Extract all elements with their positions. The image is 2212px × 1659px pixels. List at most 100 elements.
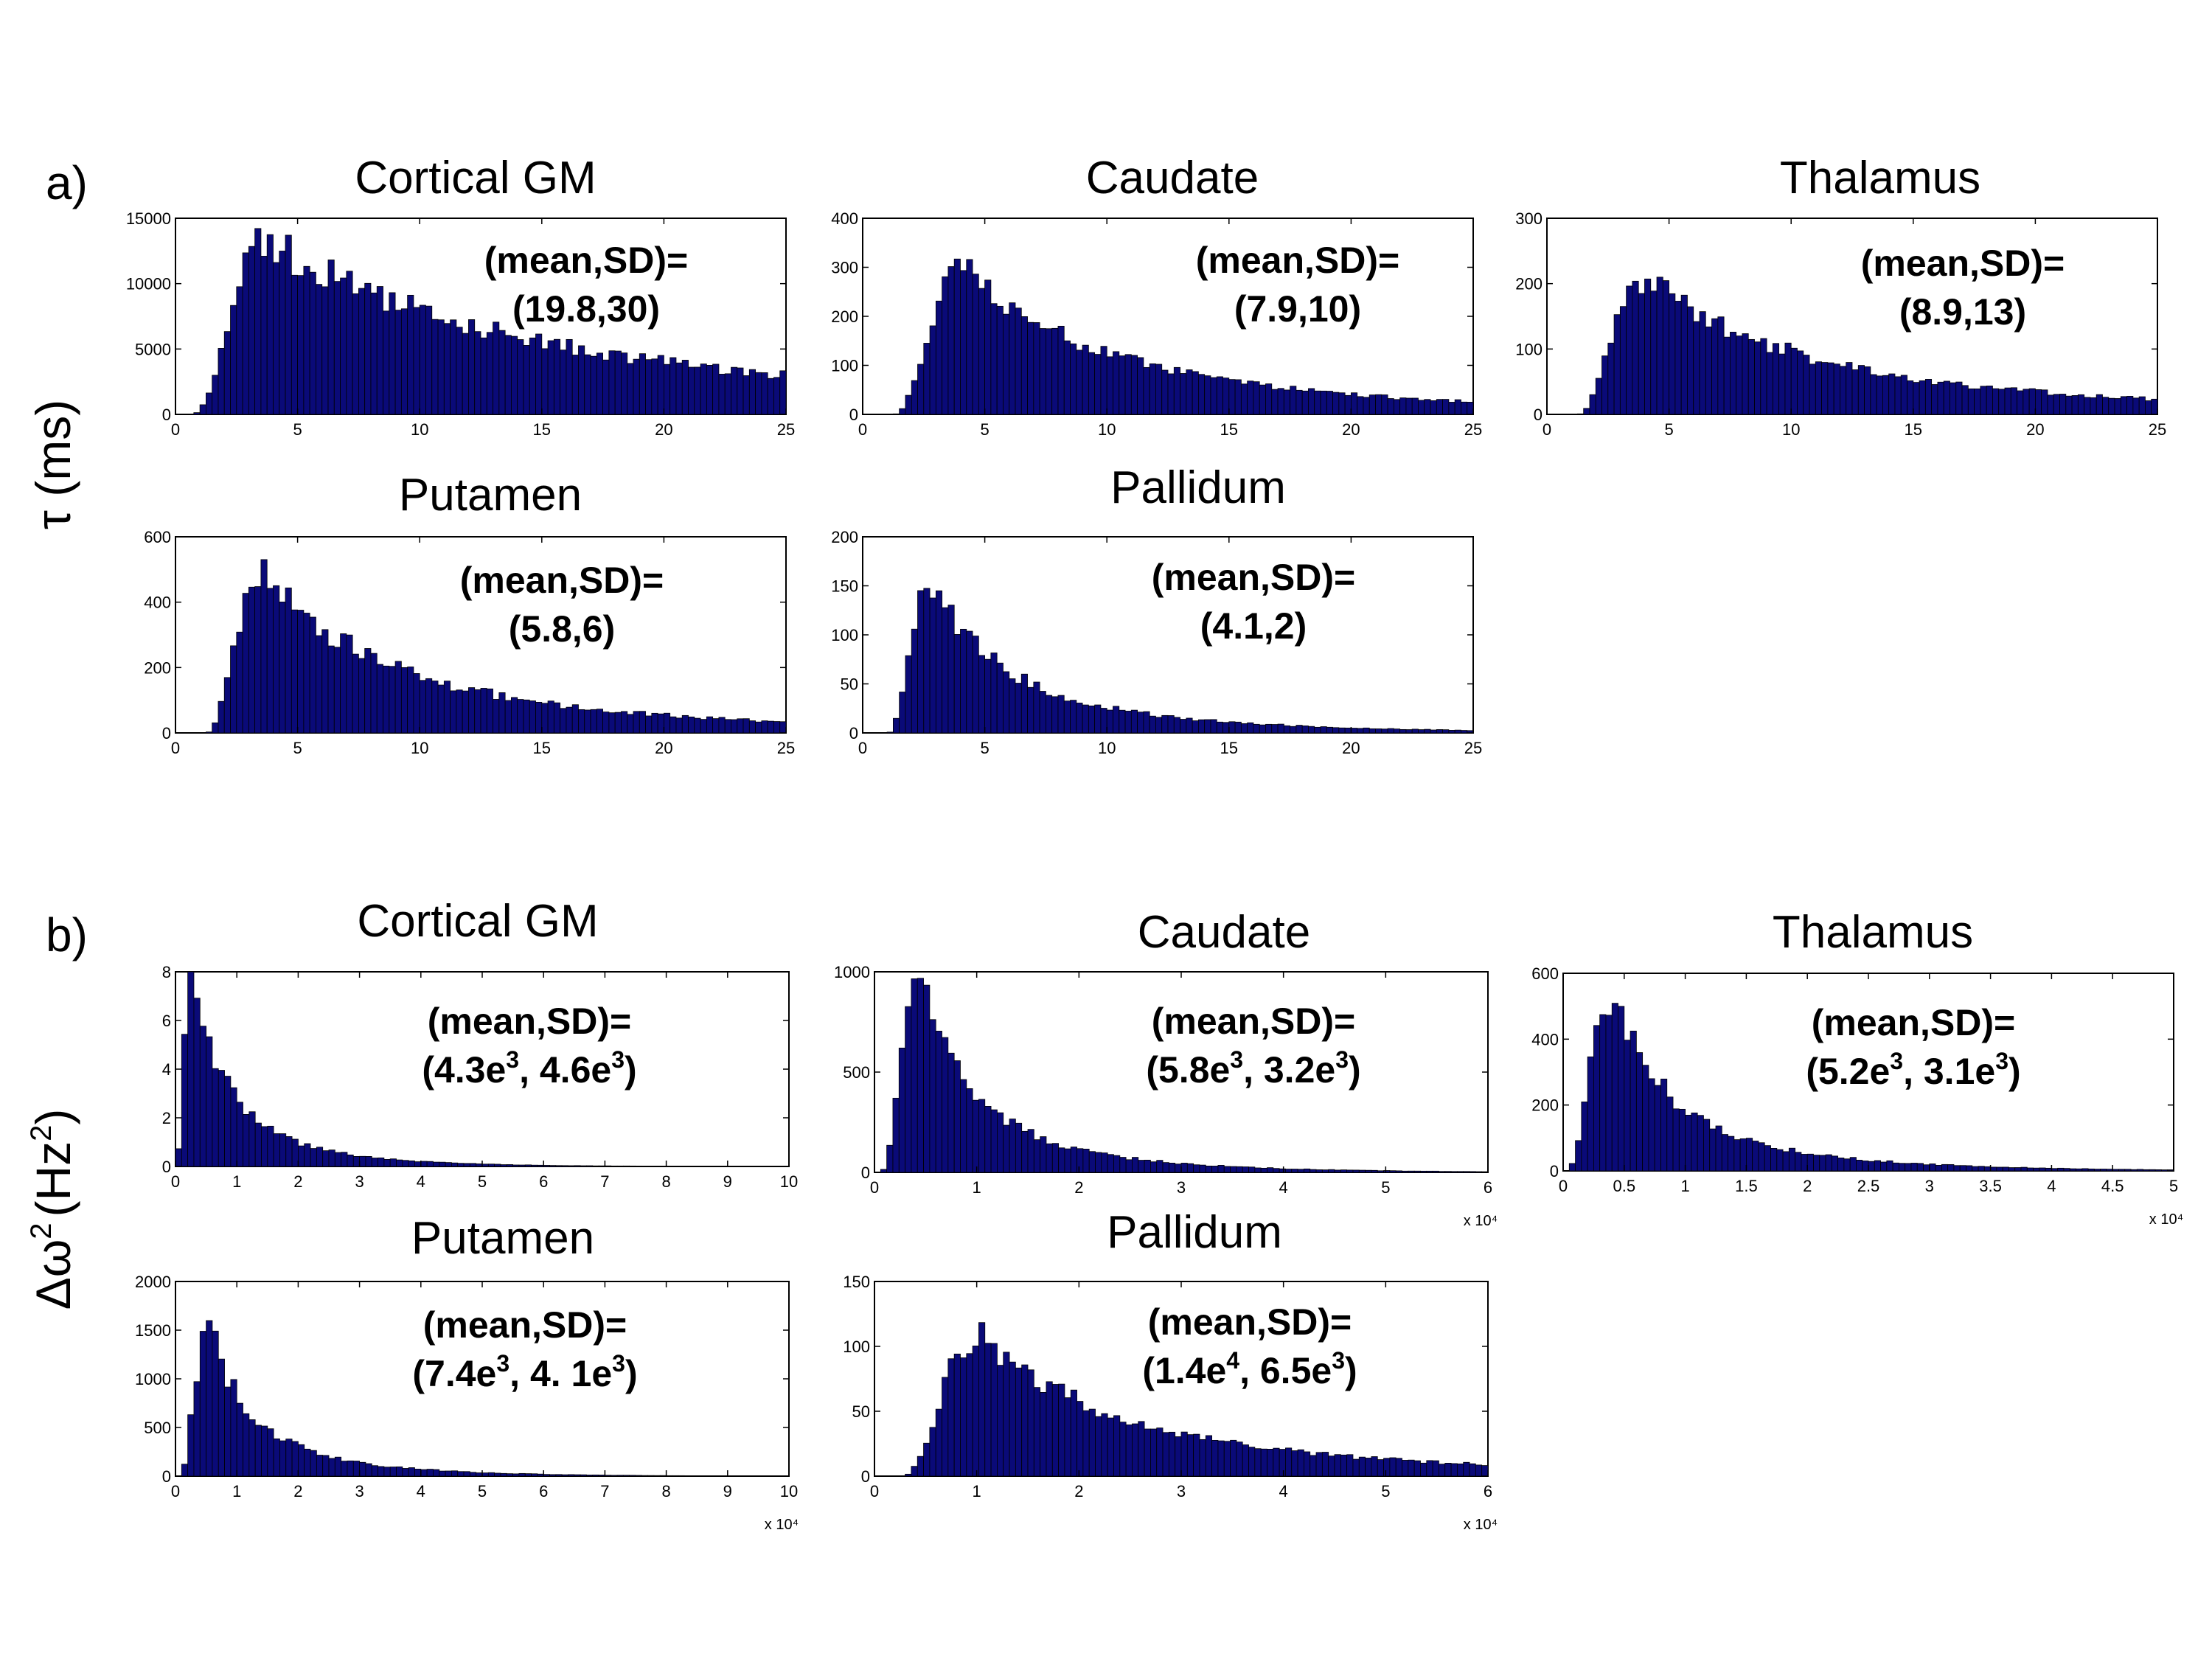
histogram-bar: [352, 653, 359, 734]
histogram-bar: [498, 330, 506, 415]
histogram-bar: [494, 1472, 501, 1477]
histogram-bar: [935, 1031, 942, 1173]
histogram-bar: [1715, 1125, 1722, 1172]
y-tick-label: 0: [162, 406, 171, 424]
y-tick-label: 50: [852, 1402, 870, 1421]
histogram-bar: [1685, 1114, 1692, 1172]
histogram-bar: [2014, 1167, 2022, 1172]
histogram-bar: [1717, 316, 1725, 415]
histogram-bar: [561, 1474, 568, 1477]
stats-annotation-line2: (5.8e3, 3.2e3): [1146, 1046, 1360, 1091]
histogram-bar: [322, 1150, 330, 1167]
histogram-bar: [724, 373, 731, 415]
histogram-bar: [394, 310, 402, 415]
histogram-bar: [1082, 1410, 1090, 1477]
histogram-bar: [1857, 365, 1865, 415]
histogram-bar: [1070, 343, 1077, 415]
histogram-bar: [580, 1474, 587, 1477]
histogram-bar: [524, 1473, 532, 1477]
histogram-bar: [1821, 362, 1829, 415]
histogram-bar: [1876, 375, 1883, 415]
histogram-bar: [1411, 728, 1419, 734]
stats-annotation-line1: (mean,SD)=: [1148, 1301, 1352, 1343]
histogram-bar: [590, 709, 597, 734]
histogram-bar: [690, 1475, 698, 1477]
histogram-bar: [445, 1470, 452, 1477]
histogram-bar: [1242, 1444, 1249, 1477]
histogram-bar: [1344, 727, 1352, 734]
histogram-bar: [560, 708, 567, 734]
subplot-title: Thalamus: [1780, 153, 1980, 204]
histogram-bar: [1328, 1169, 1335, 1173]
histogram-bar: [1351, 392, 1358, 415]
histogram-bar: [1430, 729, 1437, 734]
annotation-exponent: 3: [611, 1046, 625, 1073]
histogram-bar: [1253, 381, 1260, 415]
histogram-bar: [2039, 1167, 2046, 1172]
histogram-bar: [1611, 1003, 1618, 1172]
histogram-bar: [1186, 1163, 1194, 1173]
y-tick-label: 600: [144, 528, 171, 546]
histogram-bar: [1338, 727, 1346, 734]
histogram-bar: [1996, 1166, 2003, 1172]
histogram-bar: [923, 588, 931, 734]
histogram-bar: [1167, 373, 1175, 415]
x-tick-label: 25: [777, 420, 795, 439]
histogram-bar: [1077, 1401, 1084, 1477]
histogram-bar: [1439, 1464, 1446, 1477]
histogram-bar: [1886, 1160, 1893, 1172]
histogram-bar: [1790, 347, 1798, 415]
histogram-bar: [1365, 1169, 1372, 1173]
histogram-bar: [1950, 382, 1957, 415]
histogram-bar: [1101, 1413, 1108, 1477]
histogram-bar: [297, 1444, 305, 1477]
histogram-bar: [2108, 397, 2115, 415]
histogram-bar: [212, 722, 219, 734]
histogram-bar: [1236, 1166, 1243, 1173]
histogram-bar: [1966, 1165, 1973, 1172]
histogram-bar: [321, 629, 329, 734]
histogram-bar: [218, 1358, 225, 1477]
histogram-bar: [1387, 728, 1394, 734]
histogram-bar: [1442, 399, 1450, 415]
histogram-bar: [1357, 396, 1364, 415]
histogram-bar: [935, 300, 943, 415]
histogram-bar: [2136, 1169, 2144, 1172]
histogram-bar: [724, 719, 731, 734]
histogram-bar: [1180, 1431, 1188, 1477]
histogram-bar: [433, 1161, 440, 1167]
x-tick-label: 0: [171, 1172, 180, 1191]
x-tick-label: 8: [661, 1172, 670, 1191]
histogram-bar: [2084, 397, 2091, 415]
histogram-bar: [468, 319, 476, 415]
histogram-bar: [285, 234, 292, 415]
histogram-bar: [500, 1472, 507, 1477]
histogram-bar: [1156, 1427, 1164, 1477]
histogram-bar: [224, 1386, 232, 1477]
annotation-text: (1.4e: [1142, 1350, 1226, 1391]
histogram-bar: [675, 717, 683, 734]
histogram-bar: [898, 1047, 906, 1173]
histogram-bar: [1381, 394, 1388, 415]
histogram-bar: [443, 323, 451, 415]
histogram-bar: [1039, 328, 1046, 415]
histogram-bar: [389, 1467, 397, 1477]
x-tick-label: 7: [600, 1482, 609, 1500]
histogram-bar: [1192, 720, 1199, 734]
histogram-bar: [972, 1099, 979, 1173]
histogram-bar: [1046, 328, 1053, 415]
histogram-bar: [400, 308, 408, 415]
histogram-bar: [1057, 695, 1065, 734]
histogram-bar: [316, 284, 323, 415]
histogram-bar: [886, 1144, 894, 1173]
histogram-bar: [1125, 1425, 1133, 1477]
subplot-title: Putamen: [399, 470, 582, 521]
histogram-bar: [1469, 1463, 1476, 1477]
histogram-bar: [1265, 723, 1273, 734]
histogram-bar: [1027, 1129, 1034, 1173]
histogram-bar: [1575, 1140, 1582, 1172]
subplot-b1: Cortical GM0 1 2 3 4 5 6 7 8 9 1002468(mean,SD)=(4…: [162, 896, 798, 1191]
histogram-bar: [1033, 322, 1040, 415]
histogram-bar: [1705, 326, 1712, 415]
histogram-bar: [960, 1357, 967, 1477]
